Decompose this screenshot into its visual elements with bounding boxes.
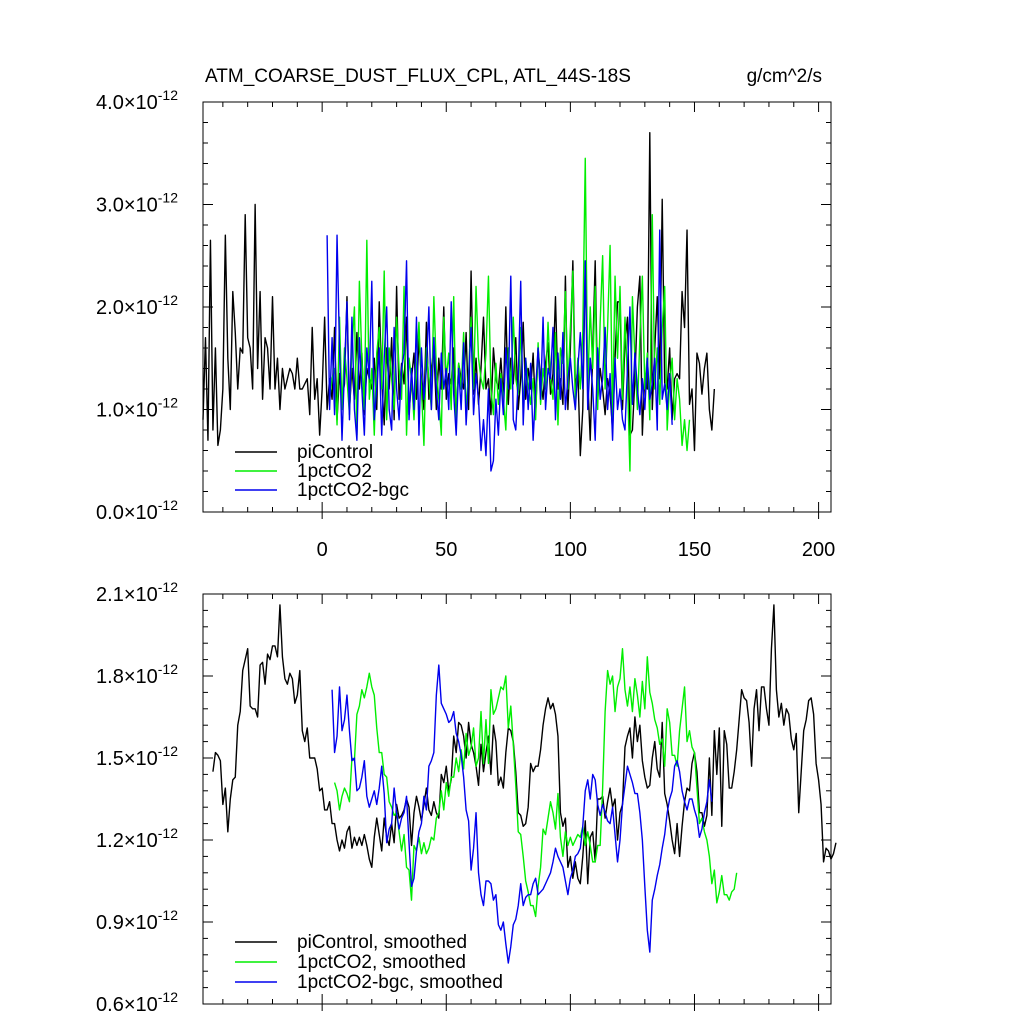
series-line-1-0 bbox=[212, 604, 837, 885]
legend-label: 1pctCO2 bbox=[297, 461, 372, 482]
bottom-series-group bbox=[212, 604, 837, 964]
series-line-0-1 bbox=[328, 157, 691, 472]
y-tick-label: 2.1×10-12 bbox=[96, 579, 178, 606]
y-tick-label: 1.0×10-12 bbox=[96, 395, 178, 422]
series-line-0-2 bbox=[326, 229, 673, 472]
y-tick-label: 0.9×10-12 bbox=[96, 907, 178, 934]
x-tick-label: 50 bbox=[435, 539, 457, 561]
y-tick-label: 0.0×10-12 bbox=[96, 497, 178, 524]
bottom-plot-frame bbox=[202, 593, 832, 1005]
top-panel: 0 50 100 150 200 0.0×10-12 1.0×10-12 2.0×10-12 3… bbox=[96, 87, 835, 561]
legend-label: 1pctCO2, smoothed bbox=[297, 952, 466, 973]
bottom-panel: 0.6×10-12 0.9×10-12 1.2×10-12 1.5×10-12 1.8×… bbox=[96, 579, 837, 1016]
series-line-1-2 bbox=[331, 664, 713, 964]
y-tick-label: 1.2×10-12 bbox=[96, 825, 178, 852]
x-tick-label: 100 bbox=[554, 539, 587, 561]
x-tick-label: 150 bbox=[678, 539, 711, 561]
series-line-1-1 bbox=[333, 647, 738, 918]
top-axes: 0 50 100 150 200 0.0×10-12 1.0×10-12 2.0×10-12 3… bbox=[96, 87, 835, 561]
units-label: g/cm^2/s bbox=[747, 66, 822, 87]
legend-label: 1pctCO2-bgc, smoothed bbox=[297, 972, 503, 993]
x-tick-label: 0 bbox=[317, 539, 328, 561]
y-tick-label: 1.8×10-12 bbox=[96, 661, 178, 688]
legend-label: piControl bbox=[297, 442, 373, 463]
chart-title: ATM_COARSE_DUST_FLUX_CPL, ATL_44S-18S bbox=[205, 66, 631, 87]
top-plot-frame bbox=[202, 101, 832, 513]
top-series-group bbox=[202, 132, 716, 472]
legend-label: piControl, smoothed bbox=[297, 932, 467, 953]
y-tick-label: 0.6×10-12 bbox=[96, 989, 178, 1016]
y-tick-label: 1.5×10-12 bbox=[96, 743, 178, 770]
y-tick-label: 4.0×10-12 bbox=[96, 87, 178, 114]
x-tick-label: 200 bbox=[802, 539, 835, 561]
y-tick-label: 3.0×10-12 bbox=[96, 190, 178, 217]
y-tick-label: 2.0×10-12 bbox=[96, 292, 178, 319]
bottom-axes: 0.6×10-12 0.9×10-12 1.2×10-12 1.5×10-12 1.8×… bbox=[96, 579, 831, 1016]
legend-label: 1pctCO2-bgc bbox=[297, 480, 409, 501]
